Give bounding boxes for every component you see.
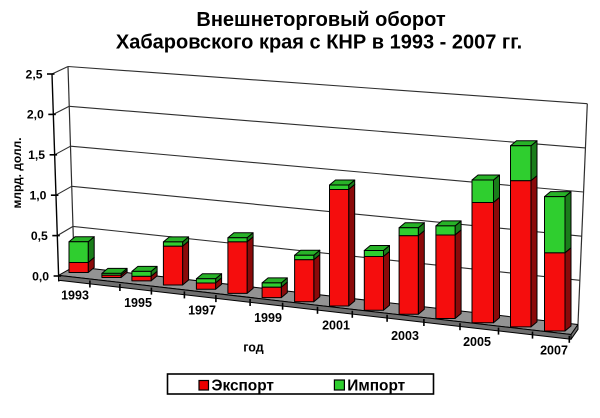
svg-text:млрд. долл.: млрд. долл. — [10, 137, 24, 208]
svg-text:2,5: 2,5 — [26, 67, 43, 81]
svg-text:год: год — [243, 341, 264, 355]
svg-text:1,5: 1,5 — [28, 148, 45, 162]
svg-text:1997: 1997 — [188, 304, 216, 318]
svg-text:Импорт: Импорт — [347, 377, 405, 394]
svg-text:1995: 1995 — [124, 296, 152, 310]
svg-text:2005: 2005 — [463, 335, 491, 349]
svg-text:Хабаровского края с КНР в 1993: Хабаровского края с КНР в 1993 - 2007 гг… — [116, 32, 522, 54]
svg-text:1,0: 1,0 — [29, 189, 46, 203]
svg-text:0,0: 0,0 — [32, 269, 49, 283]
svg-text:Внешнеторговый оборот: Внешнеторговый оборот — [196, 9, 445, 31]
svg-text:2,0: 2,0 — [27, 108, 44, 122]
svg-text:1999: 1999 — [254, 311, 282, 325]
svg-text:0,5: 0,5 — [31, 229, 48, 243]
svg-text:1993: 1993 — [61, 289, 89, 303]
svg-text:Экспорт: Экспорт — [212, 377, 275, 394]
svg-text:2007: 2007 — [540, 344, 568, 358]
svg-text:2003: 2003 — [391, 329, 419, 343]
svg-text:2001: 2001 — [322, 319, 350, 333]
